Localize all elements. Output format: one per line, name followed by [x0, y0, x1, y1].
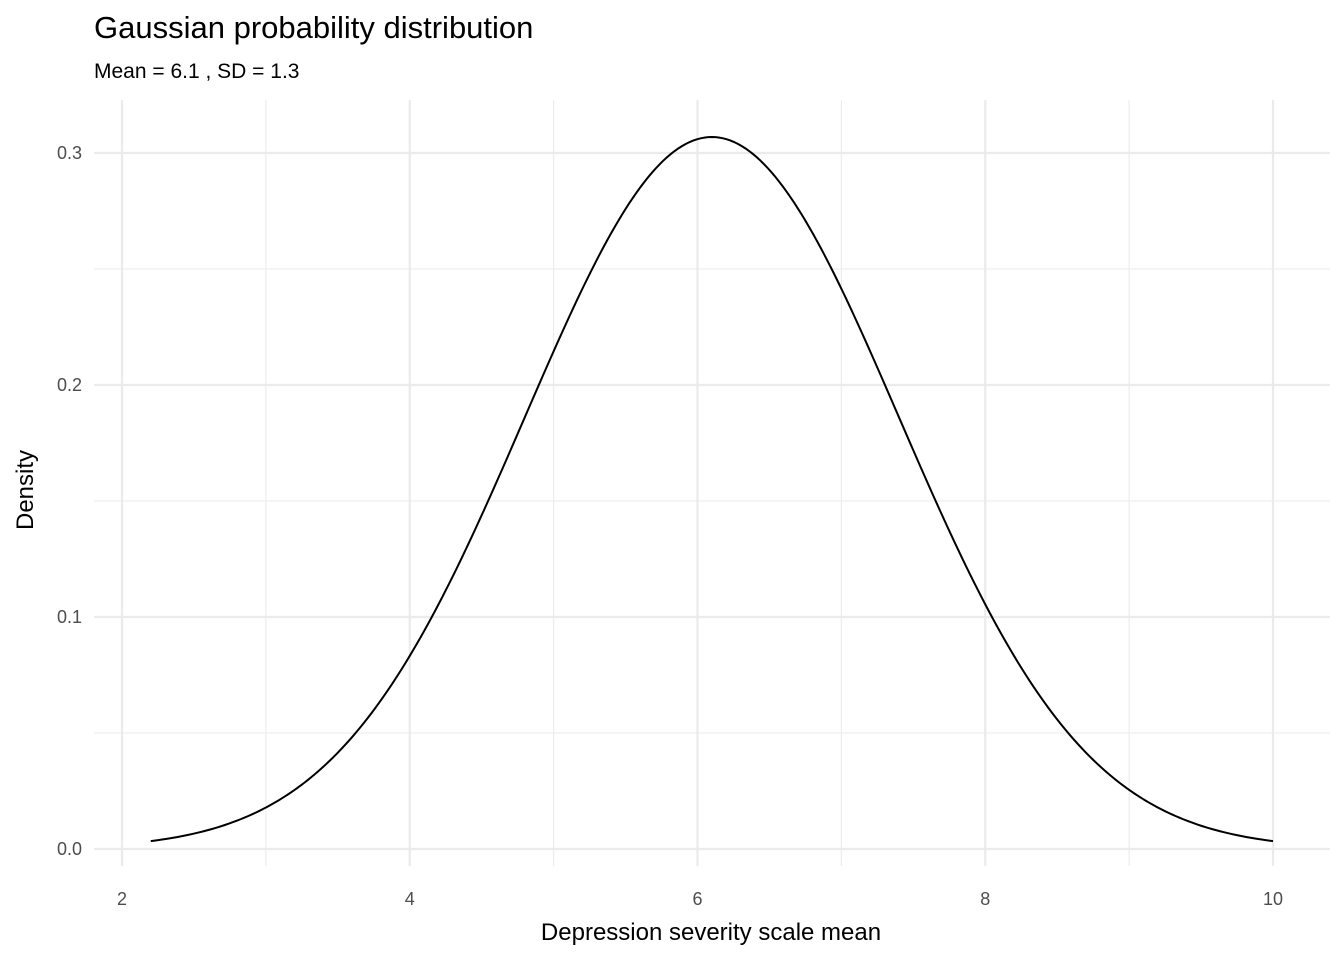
density-curve [150, 136, 1274, 843]
x-axis-label: Depression severity scale mean [541, 919, 881, 946]
y-tick-label: 0.1 [57, 607, 82, 627]
x-tick-label: 6 [692, 889, 702, 909]
x-tick-label: 8 [980, 889, 990, 909]
tick-labels: 2 4 6 8 10 0.0 0.1 0.2 0.3 [57, 143, 1283, 909]
chart-title: Gaussian probability distribution [94, 10, 534, 45]
x-tick-label: 4 [405, 889, 415, 909]
chart-subtitle: Mean = 6.1 , SD = 1.3 [94, 60, 300, 83]
y-axis-label: Density [12, 450, 39, 530]
gridlines [94, 100, 1330, 866]
y-tick-label: 0.3 [57, 143, 82, 163]
x-tick-label: 2 [117, 889, 127, 909]
y-tick-label: 0.0 [57, 839, 82, 859]
x-tick-label: 10 [1263, 889, 1283, 909]
y-tick-label: 0.2 [57, 375, 82, 395]
